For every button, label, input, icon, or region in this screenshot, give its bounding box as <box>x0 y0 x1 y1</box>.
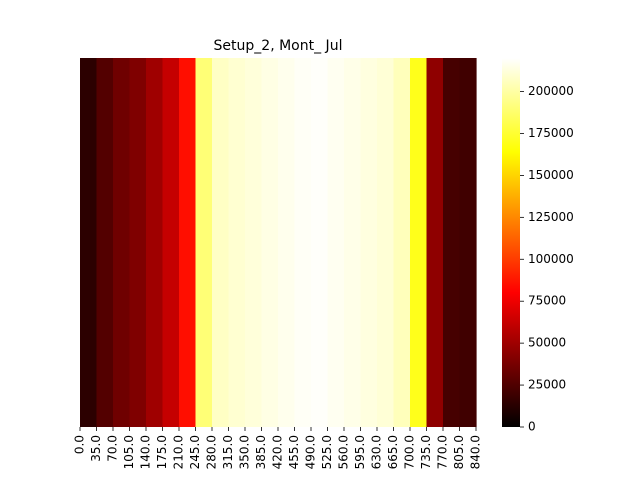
colorbar-tick-label: 0 <box>528 420 536 434</box>
heatmap-cell <box>426 58 444 427</box>
heatmap-cell <box>459 58 477 427</box>
heatmap-cell <box>228 58 246 427</box>
heatmap-cells <box>80 58 477 427</box>
x-tick-label: 595.0 <box>353 435 367 469</box>
x-tick-label: 455.0 <box>287 435 301 469</box>
heatmap-cell <box>113 58 131 427</box>
x-tick-label: 630.0 <box>370 435 384 469</box>
colorbar-tick-label: 125000 <box>528 210 574 224</box>
heatmap-cell <box>261 58 279 427</box>
x-tick-label: 665.0 <box>386 435 400 469</box>
x-tick-label: 280.0 <box>205 435 219 469</box>
heatmap-cell <box>80 58 98 427</box>
heatmap-cell <box>162 58 180 427</box>
heatmap-cell <box>245 58 263 427</box>
x-tick-label: 770.0 <box>436 435 450 469</box>
x-tick-label: 490.0 <box>304 435 318 469</box>
heatmap-cell <box>179 58 197 427</box>
heatmap-cell <box>146 58 164 427</box>
x-tick-label: 805.0 <box>452 435 466 469</box>
heatmap-cell <box>311 58 329 427</box>
heatmap-cell <box>377 58 395 427</box>
x-tick-label: 175.0 <box>155 435 169 469</box>
heatmap-cell <box>360 58 378 427</box>
x-tick-label: 350.0 <box>238 435 252 469</box>
colorbar-tick-label: 50000 <box>528 336 566 350</box>
heatmap-cell <box>212 58 230 427</box>
heatmap-cell <box>294 58 312 427</box>
colorbar-tick-label: 25000 <box>528 378 566 392</box>
colorbar <box>502 58 520 427</box>
colorbar-tick-label: 100000 <box>528 252 574 266</box>
colorbar-tick-label: 150000 <box>528 168 574 182</box>
colorbar-tick-label: 200000 <box>528 84 574 98</box>
colorbar-tick-label: 175000 <box>528 126 574 140</box>
x-tick-label: 525.0 <box>320 435 334 469</box>
x-tick-label: 70.0 <box>106 435 120 462</box>
heatmap-cell <box>278 58 296 427</box>
heatmap-cell <box>443 58 461 427</box>
heatmap-cell <box>344 58 362 427</box>
x-tick-label: 210.0 <box>172 435 186 469</box>
x-tick-label: 245.0 <box>188 435 202 469</box>
x-tick-label: 385.0 <box>254 435 268 469</box>
x-axis: 0.0 35.0 70.0 105.0 140.0 175.0 210.0 245.0 280.… <box>73 427 483 469</box>
x-tick-label: 105.0 <box>122 435 136 469</box>
x-tick-label: 140.0 <box>139 435 153 469</box>
heatmap-cell <box>327 58 345 427</box>
heatmap-cell <box>393 58 411 427</box>
x-tick-label: 35.0 <box>89 435 103 462</box>
x-tick-label: 840.0 <box>469 435 483 469</box>
heatmap-cell <box>410 58 428 427</box>
x-tick-label: 560.0 <box>337 435 351 469</box>
x-tick-label: 315.0 <box>221 435 235 469</box>
colorbar-tick-label: 75000 <box>528 294 566 308</box>
chart-title: Setup_2, Mont_ Jul <box>214 38 343 54</box>
x-tick-label: 0.0 <box>73 435 87 454</box>
colorbar-axis: 0 25000 50000 75000 100000 125000 150000 175000… <box>520 84 574 434</box>
heatmap-cell <box>129 58 147 427</box>
heatmap-cell <box>195 58 213 427</box>
heatmap-cell <box>96 58 114 427</box>
x-tick-label: 420.0 <box>271 435 285 469</box>
x-tick-label: 700.0 <box>403 435 417 469</box>
x-tick-label: 735.0 <box>419 435 433 469</box>
